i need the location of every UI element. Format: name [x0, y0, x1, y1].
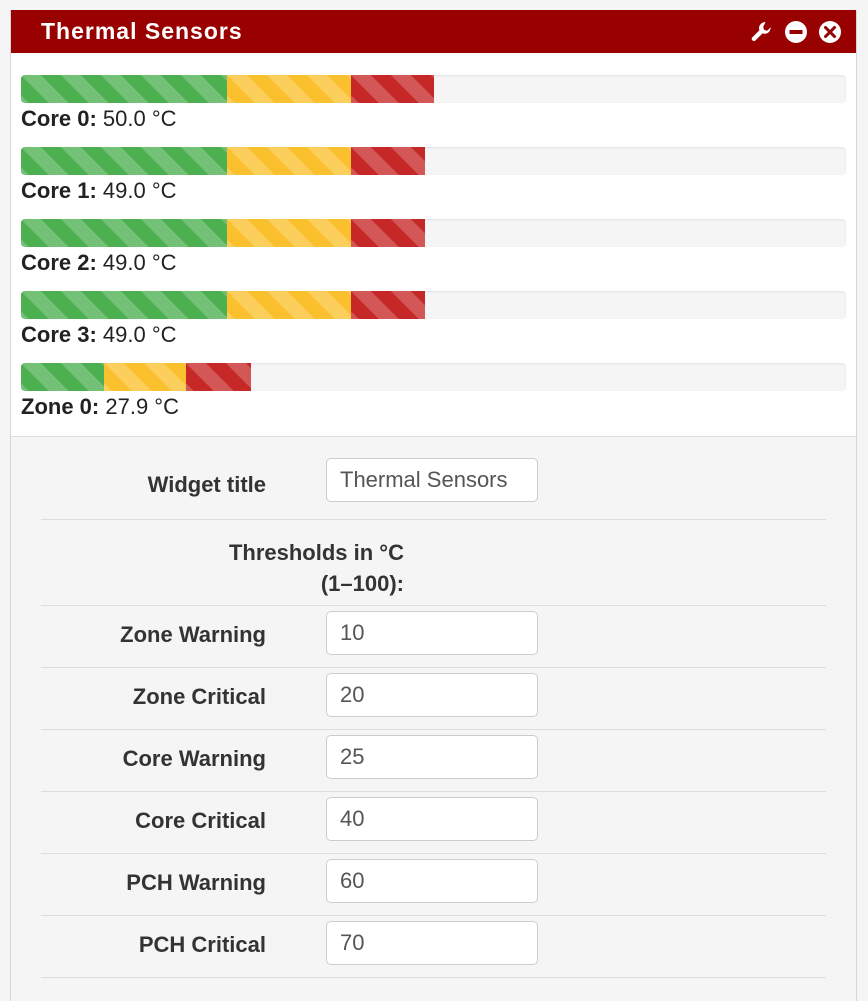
core-critical-input[interactable] [326, 797, 538, 841]
bar-normal-segment [21, 363, 104, 391]
bar-critical-segment [351, 291, 425, 319]
wrench-icon[interactable] [750, 20, 774, 44]
core-warning-label: Core Warning [122, 746, 266, 771]
sensor-label: Zone 0: 27.9 °C [21, 394, 179, 420]
bar-critical-segment [351, 75, 434, 103]
sensor-value: 49.0 °C [102, 322, 177, 347]
sensor-value: 49.0 °C [102, 250, 177, 275]
sensor-value: 50.0 °C [102, 106, 177, 131]
bar-warning-segment [227, 219, 351, 247]
pch-critical-row: PCH Critical [41, 915, 826, 978]
zone-warning-input[interactable] [326, 611, 538, 655]
pch-warning-label: PCH Warning [126, 870, 266, 895]
temperature-bar [21, 219, 846, 247]
temperature-bar [21, 291, 846, 319]
bar-normal-segment [21, 147, 227, 175]
core-warning-row: Core Warning [41, 729, 826, 792]
close-circle-icon[interactable] [818, 20, 842, 44]
thresholds-heading: Thresholds in °C (1–100): [229, 537, 404, 599]
core-warning-input[interactable] [326, 735, 538, 779]
widget-title: Thermal Sensors [41, 18, 243, 44]
sensor-value: 27.9 °C [105, 394, 179, 419]
pch-warning-row: PCH Warning [41, 853, 826, 916]
bar-warning-segment [227, 147, 351, 175]
sensor-name: Core 0: [21, 106, 97, 131]
sensor-name: Core 1: [21, 178, 97, 203]
core-critical-row: Core Critical [41, 791, 826, 854]
sensor-label: Core 2: 49.0 °C [21, 250, 177, 276]
zone-critical-label: Zone Critical [132, 684, 266, 709]
sensor-list: Core 0: 50.0 °C Core 1: 49.0 °C Core 2: … [11, 53, 856, 436]
bar-warning-segment [104, 363, 186, 391]
thresholds-heading-line-1: Thresholds in °C [228, 540, 404, 565]
bar-warning-segment [227, 75, 351, 103]
sensor-zone-0: Zone 0: 27.9 °C [21, 341, 846, 419]
bar-warning-segment [227, 291, 351, 319]
pch-critical-label: PCH Critical [138, 932, 266, 957]
sensor-label: Core 1: 49.0 °C [21, 178, 177, 204]
sensor-value: 49.0 °C [102, 178, 177, 203]
sensor-label: Core 0: 50.0 °C [21, 106, 177, 132]
sensor-core-2: Core 2: 49.0 °C [21, 197, 846, 275]
sensor-name: Core 3: [21, 322, 97, 347]
widget-title-label: Widget title [147, 472, 266, 497]
zone-critical-row: Zone Critical [41, 667, 826, 730]
zone-critical-input[interactable] [326, 673, 538, 717]
sensor-core-3: Core 3: 49.0 °C [21, 269, 846, 347]
thresholds-heading-row: Thresholds in °C (1–100): [41, 519, 826, 606]
bar-critical-segment [186, 363, 251, 391]
pch-warning-input[interactable] [326, 859, 538, 903]
thresholds-heading-line-2: (1–100): [320, 571, 404, 596]
sensor-core-1: Core 1: 49.0 °C [21, 125, 846, 203]
bar-normal-segment [21, 219, 227, 247]
sensor-name: Core 2: [21, 250, 97, 275]
widget-title-input[interactable] [326, 458, 538, 502]
bar-normal-segment [21, 291, 227, 319]
widget-settings-form: Widget title Thresholds in °C (1–100): Z… [11, 436, 856, 1001]
widget-header: Thermal Sensors [11, 10, 856, 53]
bar-critical-segment [351, 219, 425, 247]
pch-critical-input[interactable] [326, 921, 538, 965]
zone-warning-row: Zone Warning [41, 605, 826, 668]
thermal-sensors-widget: Thermal Sensors [10, 10, 857, 1001]
bar-normal-segment [21, 75, 227, 103]
bar-critical-segment [351, 147, 425, 175]
zone-warning-label: Zone Warning [120, 622, 266, 647]
sensor-name: Zone 0: [21, 394, 100, 419]
temperature-bar [21, 363, 846, 391]
temperature-bar [21, 75, 846, 103]
sensor-label: Core 3: 49.0 °C [21, 322, 177, 348]
core-critical-label: Core Critical [135, 808, 266, 833]
widget-title-row: Widget title [41, 452, 826, 520]
sensor-core-0: Core 0: 50.0 °C [21, 53, 846, 131]
minus-circle-icon[interactable] [784, 20, 808, 44]
temperature-bar [21, 147, 846, 175]
